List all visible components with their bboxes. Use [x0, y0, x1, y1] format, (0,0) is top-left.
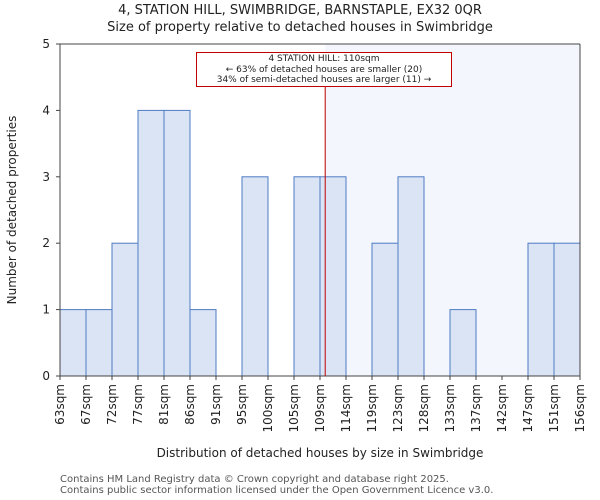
y-tick-label: 4	[42, 103, 50, 117]
y-axis-label: Number of detached properties	[5, 116, 19, 305]
x-tick-label: 100sqm	[261, 384, 275, 432]
x-tick-label: 95sqm	[235, 384, 249, 425]
x-tick-label: 105sqm	[287, 384, 301, 432]
y-tick-label: 2	[42, 236, 50, 250]
chart-subtitle: Size of property relative to detached ho…	[107, 20, 493, 35]
bar	[553, 242, 581, 377]
bar	[189, 309, 217, 377]
x-tick-label: 67sqm	[79, 384, 93, 425]
x-tick-label: 142sqm	[495, 384, 509, 432]
annotation-line-2: ← 63% of detached houses are smaller (20…	[225, 64, 423, 75]
bar	[293, 176, 321, 377]
bar	[137, 109, 165, 377]
x-tick-label: 63sqm	[53, 384, 67, 425]
x-tick-label: 81sqm	[157, 384, 171, 425]
chart-title: 4, STATION HILL, SWIMBRIDGE, BARNSTAPLE,…	[118, 3, 482, 18]
x-tick-label: 119sqm	[365, 384, 379, 432]
x-tick-label: 147sqm	[521, 384, 535, 432]
bar	[527, 242, 555, 377]
bar	[163, 109, 191, 377]
x-tick-label: 91sqm	[209, 384, 223, 425]
bar	[85, 309, 113, 377]
x-tick-label: 128sqm	[417, 384, 431, 432]
annotation-line-1: 4 STATION HILL: 110sqm	[268, 54, 380, 64]
y-tick-label: 0	[42, 369, 50, 383]
bar	[59, 309, 87, 377]
footer-line-1: Contains HM Land Registry data © Crown c…	[60, 474, 449, 485]
bar	[111, 242, 139, 377]
y-tick-label: 5	[42, 37, 50, 51]
y-tick-label: 1	[42, 303, 50, 317]
annotation-box: 4 STATION HILL: 110sqm ← 63% of detached…	[196, 52, 452, 87]
x-tick-label: 77sqm	[131, 384, 145, 425]
x-tick-label: 86sqm	[183, 384, 197, 425]
bar	[319, 176, 347, 377]
x-tick-label: 109sqm	[313, 384, 327, 432]
bar	[371, 242, 399, 377]
x-axis-label: Distribution of detached houses by size …	[157, 446, 484, 460]
x-tick-label: 156sqm	[573, 384, 587, 432]
x-tick-label: 137sqm	[469, 384, 483, 432]
bar	[397, 176, 425, 377]
x-tick-label: 114sqm	[339, 384, 353, 432]
x-tick-label: 151sqm	[547, 384, 561, 432]
annotation-line-3: 34% of semi-detached houses are larger (…	[216, 75, 432, 85]
x-tick-label: 123sqm	[391, 384, 405, 432]
footer-line-2: Contains public sector information licen…	[60, 485, 494, 496]
x-tick-label: 133sqm	[443, 384, 457, 432]
bar	[241, 176, 269, 377]
bar	[449, 309, 477, 377]
y-tick-label: 3	[42, 170, 50, 184]
x-tick-label: 72sqm	[105, 384, 119, 425]
